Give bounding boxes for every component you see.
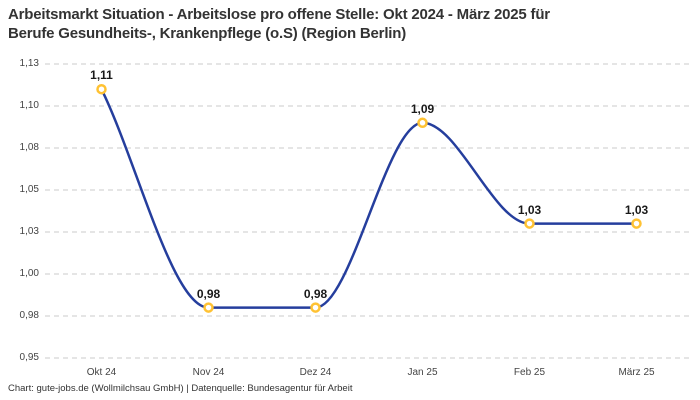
data-point-label: 1,11 — [90, 68, 113, 83]
x-axis-tick-label: Nov 24 — [192, 367, 225, 378]
attribution-text: Chart: gute-jobs.de (Wollmilchsau GmbH) … — [8, 383, 353, 394]
y-axis-tick-label: 1,10 — [19, 100, 39, 111]
line-series — [100, 88, 637, 309]
data-point-marker — [417, 117, 428, 129]
data-point-marker — [203, 302, 214, 313]
x-axis-tick-label: Jan 25 — [407, 367, 438, 378]
y-axis-tick-label: 1,03 — [19, 226, 39, 237]
y-axis-tick-label: 1,00 — [19, 268, 39, 279]
y-axis-tick-label: 0,95 — [19, 352, 39, 363]
x-axis-tick-label: Dez 24 — [299, 367, 332, 378]
data-point-label: 1,09 — [410, 101, 435, 116]
data-point-marker — [96, 83, 107, 95]
y-axis-tick-label: 1,08 — [19, 142, 39, 153]
y-axis-tick-label: 1,05 — [19, 184, 39, 195]
data-point-marker — [524, 218, 535, 229]
data-point-marker — [310, 302, 321, 313]
data-point-label: 1,03 — [517, 202, 542, 217]
y-axis-tick-label: 0,98 — [19, 310, 39, 321]
x-axis-tick-label: März 25 — [618, 367, 655, 378]
data-point-label: 1,03 — [624, 202, 649, 217]
chart-title: Arbeitsmarkt Situation - Arbeitslose pro… — [8, 5, 668, 43]
chart-title-line-1: Arbeitsmarkt Situation - Arbeitslose pro… — [8, 6, 550, 23]
chart-title-line-2: Berufe Gesundheits-, Krankenpflege (o.S)… — [8, 25, 407, 42]
data-point-label: 0,98 — [303, 286, 328, 301]
data-point-marker — [631, 218, 642, 229]
y-axis-tick-label: 1,13 — [19, 58, 39, 69]
x-axis-tick-label: Feb 25 — [513, 367, 546, 378]
x-axis-tick-label: Okt 24 — [86, 367, 117, 378]
data-point-label: 0,98 — [196, 286, 221, 301]
